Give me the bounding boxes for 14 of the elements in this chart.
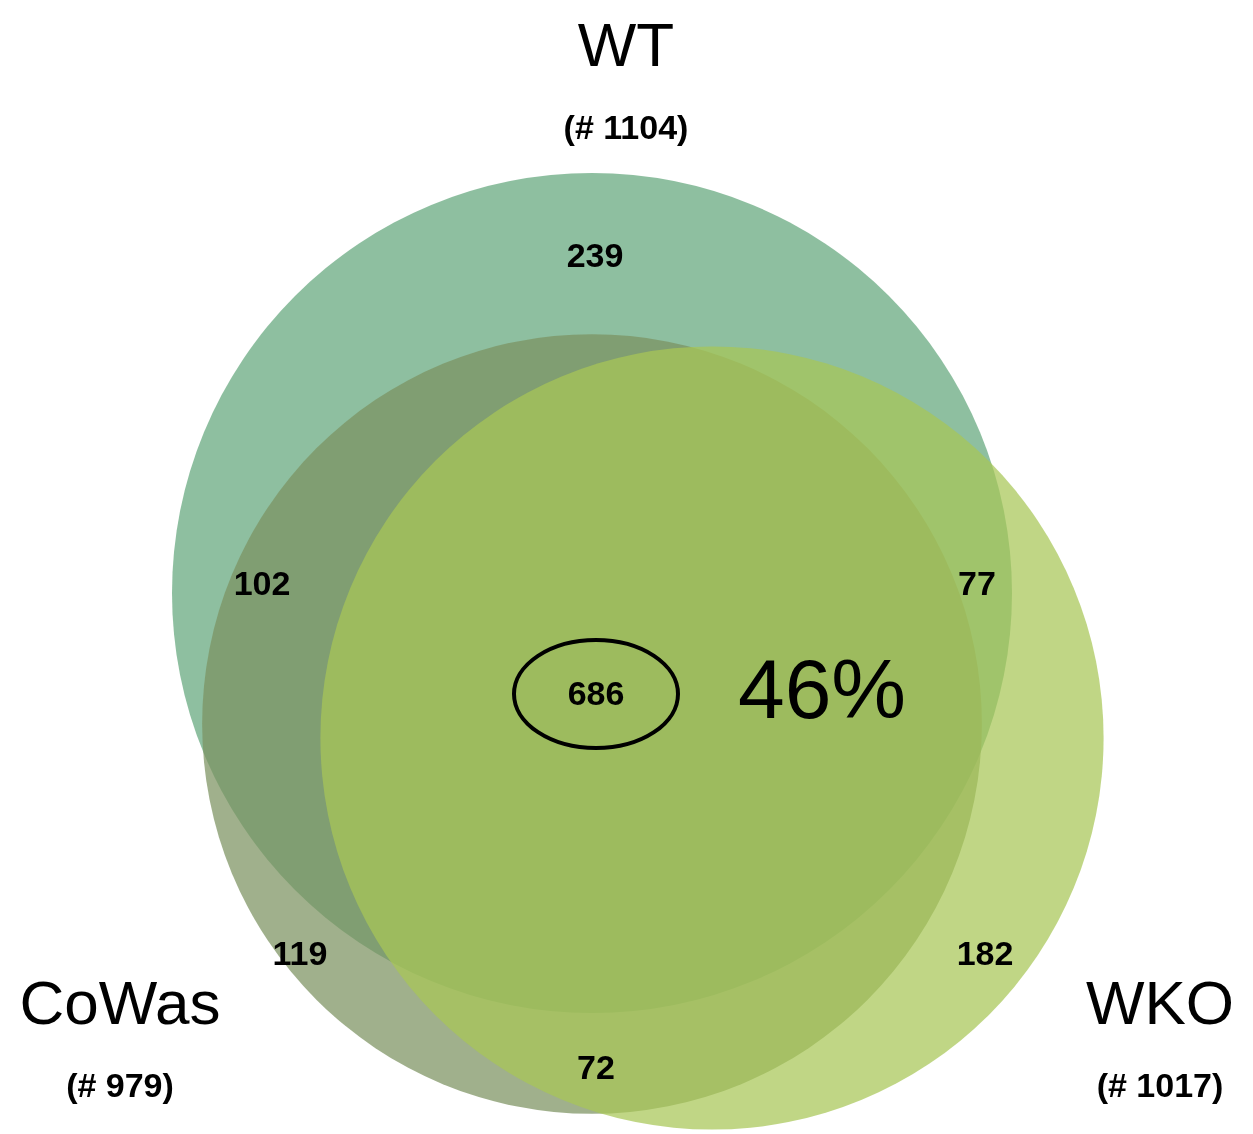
data-label: (# 1017): [1096, 1065, 1224, 1104]
data-label: (# 979): [66, 1065, 174, 1104]
category-label: WT: [577, 10, 675, 80]
text: 686: [567, 673, 625, 712]
text: 102: [233, 563, 291, 602]
data-label: (# 1104): [563, 107, 689, 146]
category-label: WKO: [1085, 968, 1235, 1038]
category-label: CoWas: [19, 968, 221, 1038]
text: 119: [272, 933, 328, 972]
text: 182: [956, 933, 1014, 972]
text: 72: [577, 1047, 615, 1086]
text: 46%: [737, 642, 907, 737]
text: 77: [958, 563, 996, 602]
text: 239: [566, 235, 624, 274]
